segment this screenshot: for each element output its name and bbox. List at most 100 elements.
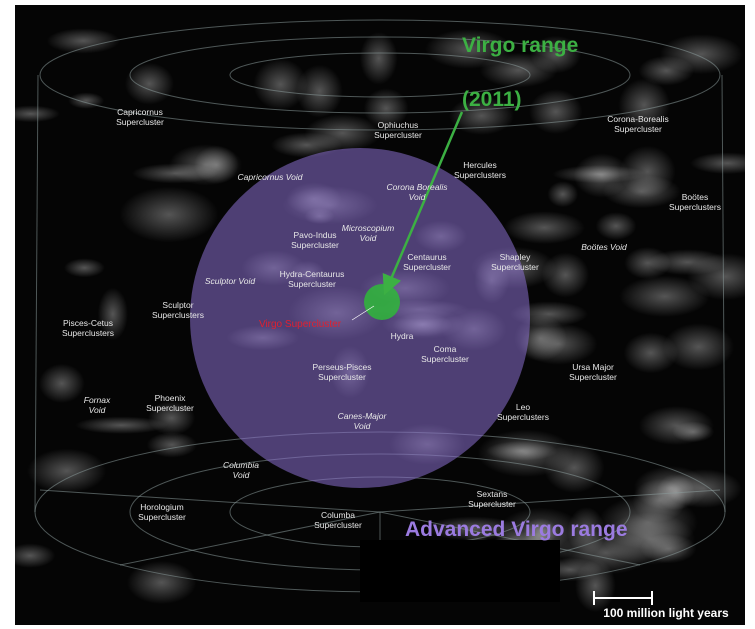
- virgo-range-year: (2011): [462, 88, 522, 111]
- void-label: Capricornus Void: [238, 172, 303, 182]
- supercluster-label: Hydra: [391, 331, 414, 341]
- supercluster-label-line: Columba: [321, 510, 355, 520]
- supercluster-label-line: Leo: [516, 402, 530, 412]
- supercluster-label-line: Superclusters: [62, 328, 114, 338]
- void-label-line: Sculptor Void: [205, 276, 256, 286]
- supercluster-label: Capricornus Supercluster: [116, 107, 164, 127]
- void-label-line: Void: [409, 192, 426, 202]
- cloud: [253, 58, 308, 111]
- supercluster-label: Boötes Superclusters: [669, 192, 721, 212]
- supercluster-label: Phoenix Supercluster: [146, 393, 194, 413]
- supercluster-label-line: Sextans: [477, 489, 508, 499]
- virgo-supercluster-label: Virgo Supercluster: [259, 319, 342, 330]
- supercluster-label-line: Supercluster: [614, 124, 662, 134]
- supercluster-label-line: Corona-Borealis: [607, 114, 668, 124]
- supercluster-label-line: Pavo-Indus: [294, 230, 337, 240]
- advanced-virgo-sphere: [190, 148, 530, 488]
- supercluster-label: Pavo-Indus Supercluster: [291, 230, 339, 250]
- cloud: [148, 400, 196, 436]
- supercluster-label-line: Supercluster: [138, 512, 186, 522]
- supercluster-label-line: Hydra-Centaurus: [280, 269, 345, 279]
- void-label-line: Corona Borealis: [387, 182, 449, 192]
- supercluster-label: Ursa Major Supercluster: [569, 362, 617, 382]
- advanced-virgo-label: Advanced Virgo range: [405, 518, 628, 541]
- supercluster-label: Corona-Borealis Supercluster: [607, 114, 668, 134]
- cloud: [97, 287, 128, 341]
- supercluster-label-line: Sculptor: [162, 300, 193, 310]
- cloud: [619, 275, 710, 318]
- cloud: [624, 246, 671, 280]
- supercluster-label-line: Superclusters: [152, 310, 204, 320]
- cloud: [662, 323, 735, 371]
- supercluster-label-line: Supercluster: [421, 354, 469, 364]
- cloud: [595, 212, 637, 241]
- void-label-line: Void: [360, 233, 377, 243]
- void-label-line: Fornax: [84, 395, 111, 405]
- cloud: [485, 440, 558, 461]
- supercluster-label: Pisces-Cetus Superclusters: [62, 318, 114, 338]
- supercluster-label: Perseus-Pisces Supercluster: [312, 362, 371, 382]
- void-label-line: Canes-Major: [338, 411, 388, 421]
- supercluster-label-line: Phoenix: [155, 393, 186, 403]
- supercluster-label-line: Hercules: [463, 160, 497, 170]
- virgo-sphere: [364, 284, 400, 320]
- void-label-line: Columbia: [223, 460, 259, 470]
- supercluster-label-line: Superclusters: [497, 412, 549, 422]
- range-arrow: [382, 111, 464, 296]
- cloud: [575, 559, 616, 613]
- cloud: [4, 543, 56, 568]
- supercluster-label-line: Centaurus: [407, 252, 446, 262]
- void-label: Canes-Major Void: [338, 411, 388, 431]
- cloud: [75, 416, 168, 434]
- supercluster-label-line: Pisces-Cetus: [63, 318, 113, 328]
- supercluster-label-line: Coma: [434, 344, 457, 354]
- scale-bar: [593, 591, 653, 605]
- supercluster-label-line: Shapley: [500, 252, 531, 262]
- supercluster-label: Hydra-Centaurus Supercluster: [280, 269, 345, 289]
- virgo-range-label: Virgo range: [462, 34, 578, 57]
- cloud: [687, 253, 755, 301]
- supercluster-label-line: Supercluster: [569, 372, 617, 382]
- supercluster-label-line: Perseus-Pisces: [312, 362, 371, 372]
- cloud: [64, 258, 105, 278]
- cloud: [449, 96, 515, 135]
- cloud: [359, 31, 398, 85]
- supercluster-label: Centaurus Supercluster: [403, 252, 451, 272]
- cloud: [168, 144, 243, 186]
- supercluster-label-line: Hydra: [391, 331, 414, 341]
- supercluster-label: Leo Superclusters: [497, 402, 549, 422]
- supercluster-label: Hercules Superclusters: [454, 160, 506, 180]
- cloud: [632, 478, 687, 523]
- supercluster-label: Sculptor Superclusters: [152, 300, 204, 320]
- supercluster-label: Columba Supercluster: [314, 510, 362, 530]
- supercluster-label-line: Supercluster: [318, 372, 366, 382]
- void-label: Columbia Void: [223, 460, 259, 480]
- supercluster-label-line: Ophiuchus: [378, 120, 419, 130]
- supercluster-label: Shapley Supercluster: [491, 252, 539, 272]
- supercluster-label: Sextans Supercluster: [468, 489, 516, 509]
- cloud: [552, 165, 646, 184]
- supercluster-label-line: Supercluster: [288, 279, 336, 289]
- supercluster-label: Coma Supercluster: [421, 344, 469, 364]
- void-label: Fornax Void: [84, 395, 111, 415]
- cloud: [119, 186, 219, 243]
- cloud: [38, 363, 85, 404]
- supercluster-label-line: Horologium: [140, 502, 183, 512]
- cloud: [27, 448, 107, 494]
- void-label-line: Microscopium: [342, 223, 394, 233]
- supercluster-label-line: Superclusters: [454, 170, 506, 180]
- cloud: [519, 323, 598, 365]
- void-label: Boötes Void: [581, 242, 627, 252]
- void-label: Sculptor Void: [205, 276, 256, 286]
- supercluster-label: Ophiuchus Supercluster: [374, 120, 422, 140]
- cloud: [270, 132, 343, 158]
- supercluster-label-line: Superclusters: [669, 202, 721, 212]
- void-label: Corona Borealis Void: [387, 182, 449, 202]
- supercluster-label-line: Supercluster: [374, 130, 422, 140]
- caption-box: [360, 540, 560, 602]
- supercluster-label-line: Boötes: [682, 192, 708, 202]
- cloud: [146, 432, 198, 458]
- cloud: [124, 62, 174, 105]
- pointer: [351, 305, 375, 321]
